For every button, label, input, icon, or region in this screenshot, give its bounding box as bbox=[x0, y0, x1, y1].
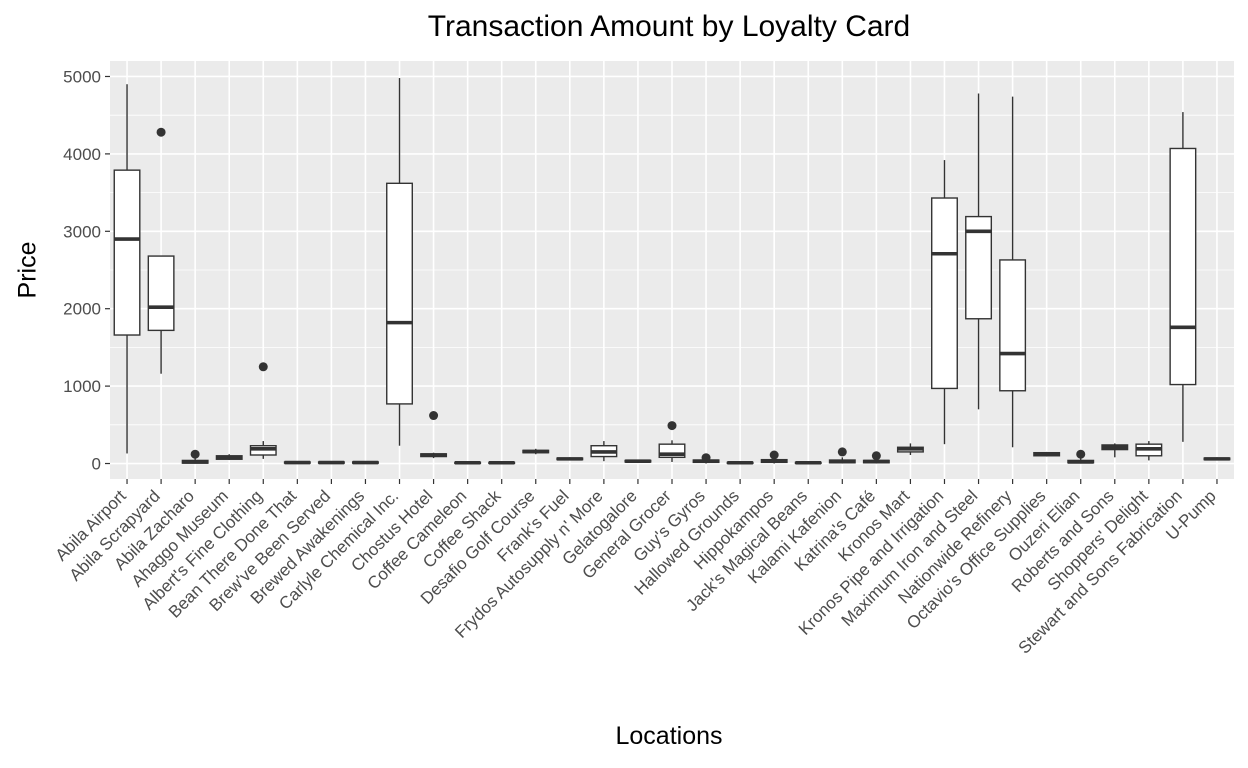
boxplot-group bbox=[1203, 457, 1231, 461]
outlier-point bbox=[837, 447, 847, 457]
boxplot-group bbox=[658, 421, 686, 462]
boxplot-group bbox=[283, 460, 311, 465]
boxplot-group bbox=[317, 460, 345, 465]
outlier-point bbox=[258, 362, 268, 372]
boxplot-group bbox=[828, 447, 856, 464]
boxplot-group bbox=[624, 459, 652, 463]
box bbox=[147, 255, 175, 332]
boxplot-group bbox=[249, 362, 277, 459]
boxplot-group bbox=[1135, 441, 1163, 461]
outlier-point bbox=[871, 451, 881, 461]
boxplot-group bbox=[1101, 443, 1129, 458]
boxplot-group bbox=[862, 451, 890, 464]
boxplot-group bbox=[999, 96, 1027, 448]
boxplot-group bbox=[760, 450, 788, 464]
boxplot-group bbox=[351, 460, 379, 465]
y-tick-label: 4000 bbox=[63, 145, 101, 164]
boxplot-group bbox=[420, 411, 448, 459]
boxplot-group bbox=[454, 460, 482, 465]
boxplot-group bbox=[556, 457, 584, 461]
x-axis-title: Locations bbox=[615, 722, 723, 750]
boxplot-group bbox=[386, 78, 413, 446]
outlier-point bbox=[1076, 449, 1086, 459]
outlier-point bbox=[190, 449, 200, 459]
y-tick-label: 5000 bbox=[63, 67, 101, 86]
box bbox=[113, 169, 141, 336]
boxplot-group bbox=[965, 93, 993, 410]
outlier-point bbox=[769, 450, 779, 460]
boxplot-group bbox=[147, 127, 175, 374]
box bbox=[965, 215, 993, 320]
boxplot-group bbox=[522, 448, 550, 455]
box bbox=[999, 259, 1027, 392]
outlier-point bbox=[667, 421, 677, 431]
boxplot-group bbox=[590, 441, 618, 462]
boxplot-group bbox=[181, 449, 209, 464]
y-tick-label: 1000 bbox=[63, 377, 101, 396]
chart-title: Transaction Amount by Loyalty Card bbox=[427, 10, 911, 43]
boxplot-group bbox=[931, 160, 958, 445]
box bbox=[386, 182, 413, 405]
y-tick-label: 2000 bbox=[63, 300, 101, 319]
boxplot-group bbox=[1033, 451, 1061, 457]
boxplot-group bbox=[1067, 449, 1095, 464]
boxplot-group bbox=[896, 443, 924, 456]
boxplot-group bbox=[692, 453, 720, 464]
boxes-layer bbox=[113, 78, 1231, 465]
outlier-point bbox=[701, 453, 711, 463]
outlier-point bbox=[429, 411, 439, 421]
box bbox=[931, 197, 958, 390]
boxplot-group bbox=[794, 460, 822, 465]
boxplot-group bbox=[113, 84, 141, 454]
outlier-point bbox=[156, 127, 166, 137]
boxplot-group bbox=[726, 460, 754, 465]
boxplot-group bbox=[488, 460, 516, 465]
boxplot-group bbox=[215, 454, 243, 461]
y-tick-label: 3000 bbox=[63, 222, 101, 241]
box bbox=[1169, 147, 1197, 386]
y-tick-label: 0 bbox=[92, 455, 101, 474]
boxplot-group bbox=[1169, 112, 1197, 442]
y-axis: 0 1000 2000 3000 4000 5000 bbox=[63, 67, 110, 474]
